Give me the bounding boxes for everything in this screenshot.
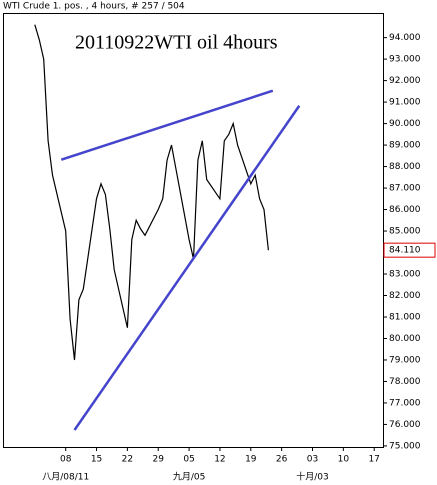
y-tick-label: 85.000 [389, 227, 421, 237]
last-price-box [383, 242, 436, 258]
x-tick-label: 05 [183, 455, 194, 465]
y-tick-label: 78.000 [389, 377, 421, 387]
y-tick-label: 92.000 [389, 76, 421, 86]
y-tick-label: 89.000 [389, 141, 421, 151]
chart-title: WTI Crude 1. pos. , 4 hours, # 257 / 504 [3, 2, 185, 12]
x-tick-label: 08 [60, 455, 72, 465]
y-tick-label: 87.000 [389, 184, 421, 194]
x-tick-label: 17 [368, 455, 379, 465]
y-tick-label: 80.000 [389, 334, 421, 344]
month-label: 十月/03 [296, 471, 329, 483]
y-tick-label: 75.000 [389, 441, 421, 451]
y-tick-label: 90.000 [389, 119, 421, 129]
y-tick-label: 91.000 [389, 98, 421, 108]
plot-frame [3, 13, 384, 448]
month-label: 九月/05 [173, 472, 206, 483]
y-tick-label: 79.000 [389, 355, 421, 365]
y-tick-label: 83.000 [389, 270, 421, 280]
y-tick-label: 93.000 [389, 55, 421, 65]
y-tick-label: 94.000 [389, 33, 421, 43]
month-label: 八月/08/11 [42, 472, 89, 483]
y-tick-label: 81.000 [389, 312, 421, 322]
x-tick-label: 12 [214, 455, 225, 465]
x-tick-label: 19 [245, 455, 257, 465]
trendline [60, 89, 274, 161]
y-tick-label: 77.000 [389, 398, 421, 408]
x-tick-label: 29 [153, 455, 165, 465]
annotation: 20110922WTI oil 4hours [75, 32, 278, 54]
y-tick-label: 76.000 [389, 420, 421, 430]
x-tick-label: 22 [122, 455, 133, 465]
y-tick-label: 86.000 [389, 205, 421, 215]
trendline [73, 105, 301, 431]
y-tick-label: 82.000 [389, 291, 421, 301]
y-tick-label: 88.000 [389, 162, 421, 172]
x-tick-label: 10 [338, 455, 350, 465]
x-tick-label: 03 [307, 455, 318, 465]
x-tick-label: 15 [91, 455, 102, 465]
x-tick-label: 26 [276, 455, 288, 465]
last-price-label: 84.110 [389, 246, 421, 256]
price-line [34, 24, 269, 361]
